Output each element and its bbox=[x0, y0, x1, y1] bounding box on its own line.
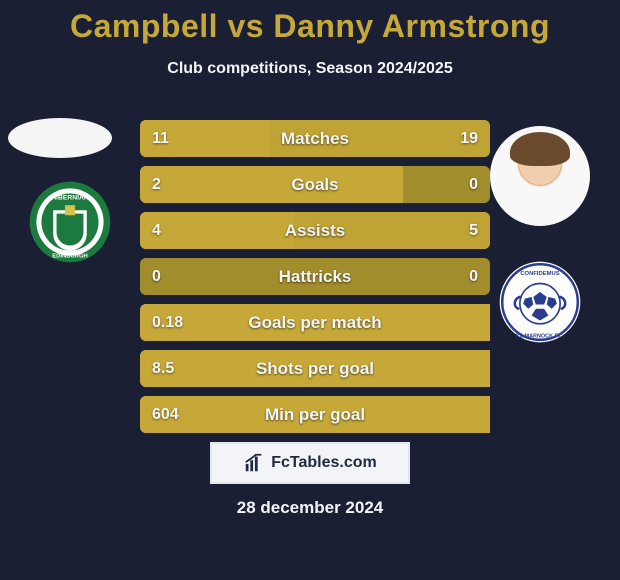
stat-bar-left-fill bbox=[140, 212, 294, 249]
source-badge-text: FcTables.com bbox=[271, 454, 377, 472]
player-right-avatar bbox=[490, 126, 590, 226]
club-left-crest: HIBERNIAN EDINBURGH bbox=[28, 180, 112, 264]
club-right-crest: CONFIDEMUS KILMARNOCK F.C. bbox=[498, 260, 582, 344]
stat-bar-right-fill bbox=[270, 120, 491, 157]
stat-value-left: 8.5 bbox=[152, 350, 174, 387]
stat-value-right: 19 bbox=[460, 120, 478, 157]
stat-value-left: 11 bbox=[152, 120, 169, 157]
page-subtitle: Club competitions, Season 2024/2025 bbox=[0, 60, 620, 78]
page-title: Campbell vs Danny Armstrong bbox=[0, 8, 620, 45]
svg-text:EDINBURGH: EDINBURGH bbox=[52, 253, 87, 259]
stat-bar-right-fill bbox=[294, 212, 490, 249]
stat-row: 20Goals bbox=[140, 166, 490, 203]
svg-text:CONFIDEMUS: CONFIDEMUS bbox=[520, 271, 559, 277]
player-left-avatar bbox=[8, 118, 112, 158]
stat-value-left: 604 bbox=[152, 396, 179, 433]
stat-value-right: 5 bbox=[469, 212, 478, 249]
stat-value-left: 0 bbox=[152, 258, 161, 295]
stat-row: 00Hattricks bbox=[140, 258, 490, 295]
stat-bar-left-fill bbox=[140, 396, 490, 433]
chart-icon bbox=[243, 452, 265, 474]
stat-value-left: 4 bbox=[152, 212, 161, 249]
stat-row: 604Min per goal bbox=[140, 396, 490, 433]
comparison-infographic: Campbell vs Danny Armstrong Club competi… bbox=[0, 0, 620, 580]
stat-row: 1119Matches bbox=[140, 120, 490, 157]
stat-bar-left-fill bbox=[140, 166, 403, 203]
stat-value-right: 0 bbox=[469, 258, 478, 295]
stat-bar-left-fill bbox=[140, 350, 490, 387]
source-badge: FcTables.com bbox=[210, 442, 410, 484]
stats-section: 1119Matches20Goals45Assists00Hattricks0.… bbox=[140, 120, 490, 442]
stat-row: 8.5Shots per goal bbox=[140, 350, 490, 387]
record-date: 28 december 2024 bbox=[0, 498, 620, 518]
stat-value-right: 0 bbox=[469, 166, 478, 203]
stat-bar-bg bbox=[140, 258, 490, 295]
stat-row: 45Assists bbox=[140, 212, 490, 249]
stat-value-left: 0.18 bbox=[152, 304, 183, 341]
stat-row: 0.18Goals per match bbox=[140, 304, 490, 341]
svg-text:KILMARNOCK F.C.: KILMARNOCK F.C. bbox=[516, 333, 565, 339]
kilmarnock-crest-icon: CONFIDEMUS KILMARNOCK F.C. bbox=[498, 260, 582, 344]
stat-value-left: 2 bbox=[152, 166, 161, 203]
stat-bar-left-fill bbox=[140, 304, 490, 341]
svg-text:HIBERNIAN: HIBERNIAN bbox=[51, 194, 88, 201]
hibernian-crest-icon: HIBERNIAN EDINBURGH bbox=[28, 180, 112, 264]
